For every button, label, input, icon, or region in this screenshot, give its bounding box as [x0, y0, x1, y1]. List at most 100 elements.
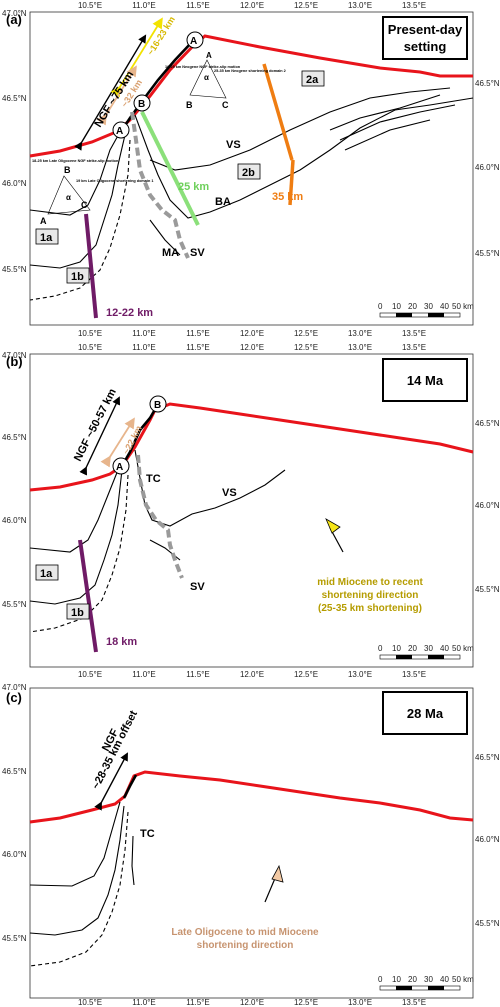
fault-line [329, 94, 441, 131]
triangle-a2: A [206, 51, 212, 60]
point-a1-label: A [116, 126, 123, 137]
panel-b-frame [29, 353, 474, 668]
panel-b-title-box: 14 Ma [382, 358, 468, 402]
label-sv: SV [190, 247, 205, 259]
ngf-offset-arrow [94, 752, 128, 811]
scale-label: 30 [424, 302, 433, 311]
label-tc: TC [146, 473, 161, 485]
scale-label: 40 [440, 644, 449, 653]
panel-a-x-ticks: 10.5°E 11.0°E 11.5°E 12.0°E 12.5°E 13.0°… [78, 1, 426, 338]
scale-label: 20 [408, 644, 417, 653]
x-tick: 10.5°E [78, 670, 102, 679]
sv-fault [136, 454, 184, 579]
y-tick: 45.5°N [2, 934, 27, 943]
scale-label: 0 [378, 302, 383, 311]
triangle-c: C [81, 200, 88, 210]
panel-b-scalebar: 0 10 20 30 40 50 km [378, 644, 474, 660]
panel-c-frame [29, 687, 474, 999]
y-tick: 47.0°N [2, 683, 27, 692]
cross-section-purple [78, 539, 98, 653]
label-18km: 18 km [106, 636, 137, 648]
scale-label: 10 [392, 302, 401, 311]
box-1a-text: 1a [40, 568, 53, 580]
shortening-text-2: shortening direction [322, 590, 419, 601]
triangle-a1: A [40, 216, 47, 226]
x-tick: 13.5°E [402, 329, 426, 338]
panel-b-label: (b) [6, 354, 23, 369]
box-label-1b: 1b [66, 603, 90, 620]
scale-label: 10 [392, 975, 401, 984]
fault-line [149, 87, 451, 171]
y-tick: 46.5°N [2, 767, 27, 776]
fault-line [29, 469, 119, 553]
ngf-tan-arrow [100, 417, 135, 468]
cross-section-purple [84, 213, 98, 319]
scale-label: 30 [424, 975, 433, 984]
triangle-note-left: 16-25 km Neogene NGF strike-slip motion [165, 65, 241, 69]
x-tick: 13.0°E [348, 1, 372, 10]
fault-line [29, 131, 121, 216]
scale-label: 20 [408, 975, 417, 984]
panel-b: (b) 10.5°E 11.0°E 11.5°E 12.0°E 12.5°E 1… [2, 343, 500, 679]
triangle-c: C [222, 100, 229, 110]
point-b: B [133, 94, 151, 112]
x-tick: 13.0°E [348, 998, 372, 1007]
y-tick: 46.0°N [2, 516, 27, 525]
x-tick: 12.5°E [294, 998, 318, 1007]
fault-line [134, 449, 286, 527]
point-b-label: B [138, 99, 145, 110]
y-tick: 47.0°N [2, 9, 27, 18]
panel-a-title-box: Present-day setting [382, 16, 468, 60]
cross-section-green [140, 111, 200, 226]
x-tick: 12.0°E [240, 343, 264, 352]
fault-line [29, 805, 125, 936]
scale-label: 40 [440, 975, 449, 984]
fault-line [134, 97, 474, 219]
panel-c-title: 28 Ma [407, 706, 444, 721]
x-tick: 10.5°E [78, 329, 102, 338]
fault-line [344, 119, 431, 151]
box-2a-text: 2a [306, 74, 319, 86]
panel-a-title-line1: Present-day [388, 22, 463, 37]
y-tick: 45.5°N [2, 600, 27, 609]
box-label-1b: 1b [66, 267, 90, 284]
y-tick: 45.5°N [475, 919, 500, 928]
y-tick: 46.0°N [475, 163, 500, 172]
x-tick: 10.5°E [78, 998, 102, 1007]
scale-label: 50 km [452, 975, 474, 984]
x-tick: 13.0°E [348, 343, 372, 352]
panel-a-scalebar: 0 10 20 30 40 50 km [378, 302, 474, 318]
x-tick: 12.5°E [294, 1, 318, 10]
fault-line [29, 811, 129, 967]
x-tick: 11.0°E [132, 343, 156, 352]
x-tick: 11.5°E [186, 329, 210, 338]
x-tick: 12.0°E [240, 1, 264, 10]
ngf-fault [122, 774, 138, 799]
scale-label: 20 [408, 302, 417, 311]
x-tick: 11.0°E [132, 998, 156, 1007]
y-tick: 45.5°N [475, 249, 500, 258]
shortening-text-1: mid Miocene to recent [317, 577, 423, 588]
shortening-text-3: (25-35 km shortening) [318, 603, 422, 614]
label-vs: VS [222, 487, 237, 499]
x-tick: 11.0°E [132, 329, 156, 338]
x-tick: 12.5°E [294, 329, 318, 338]
scale-label: 50 km [452, 644, 474, 653]
box-label-2b: 2b [237, 163, 261, 180]
box-2b-text: 2b [242, 167, 255, 179]
y-tick: 46.5°N [475, 79, 500, 88]
label-ma: MA [162, 247, 179, 259]
panel-c-y-ticks: 47.0°N 46.5°N 46.0°N 45.5°N 46.5°N 46.0°… [2, 683, 500, 943]
x-tick: 12.5°E [294, 670, 318, 679]
x-tick: 10.5°E [78, 343, 102, 352]
panel-a-frame [29, 11, 474, 326]
x-tick: 11.5°E [186, 1, 210, 10]
label-35km: 35 km [272, 191, 303, 203]
label-25km: 25 km [178, 181, 209, 193]
label-tc: TC [140, 828, 155, 840]
fault-line [149, 219, 181, 256]
point-a1-label: A [116, 462, 123, 473]
x-tick: 11.5°E [186, 998, 210, 1007]
point-b-label: B [154, 400, 161, 411]
